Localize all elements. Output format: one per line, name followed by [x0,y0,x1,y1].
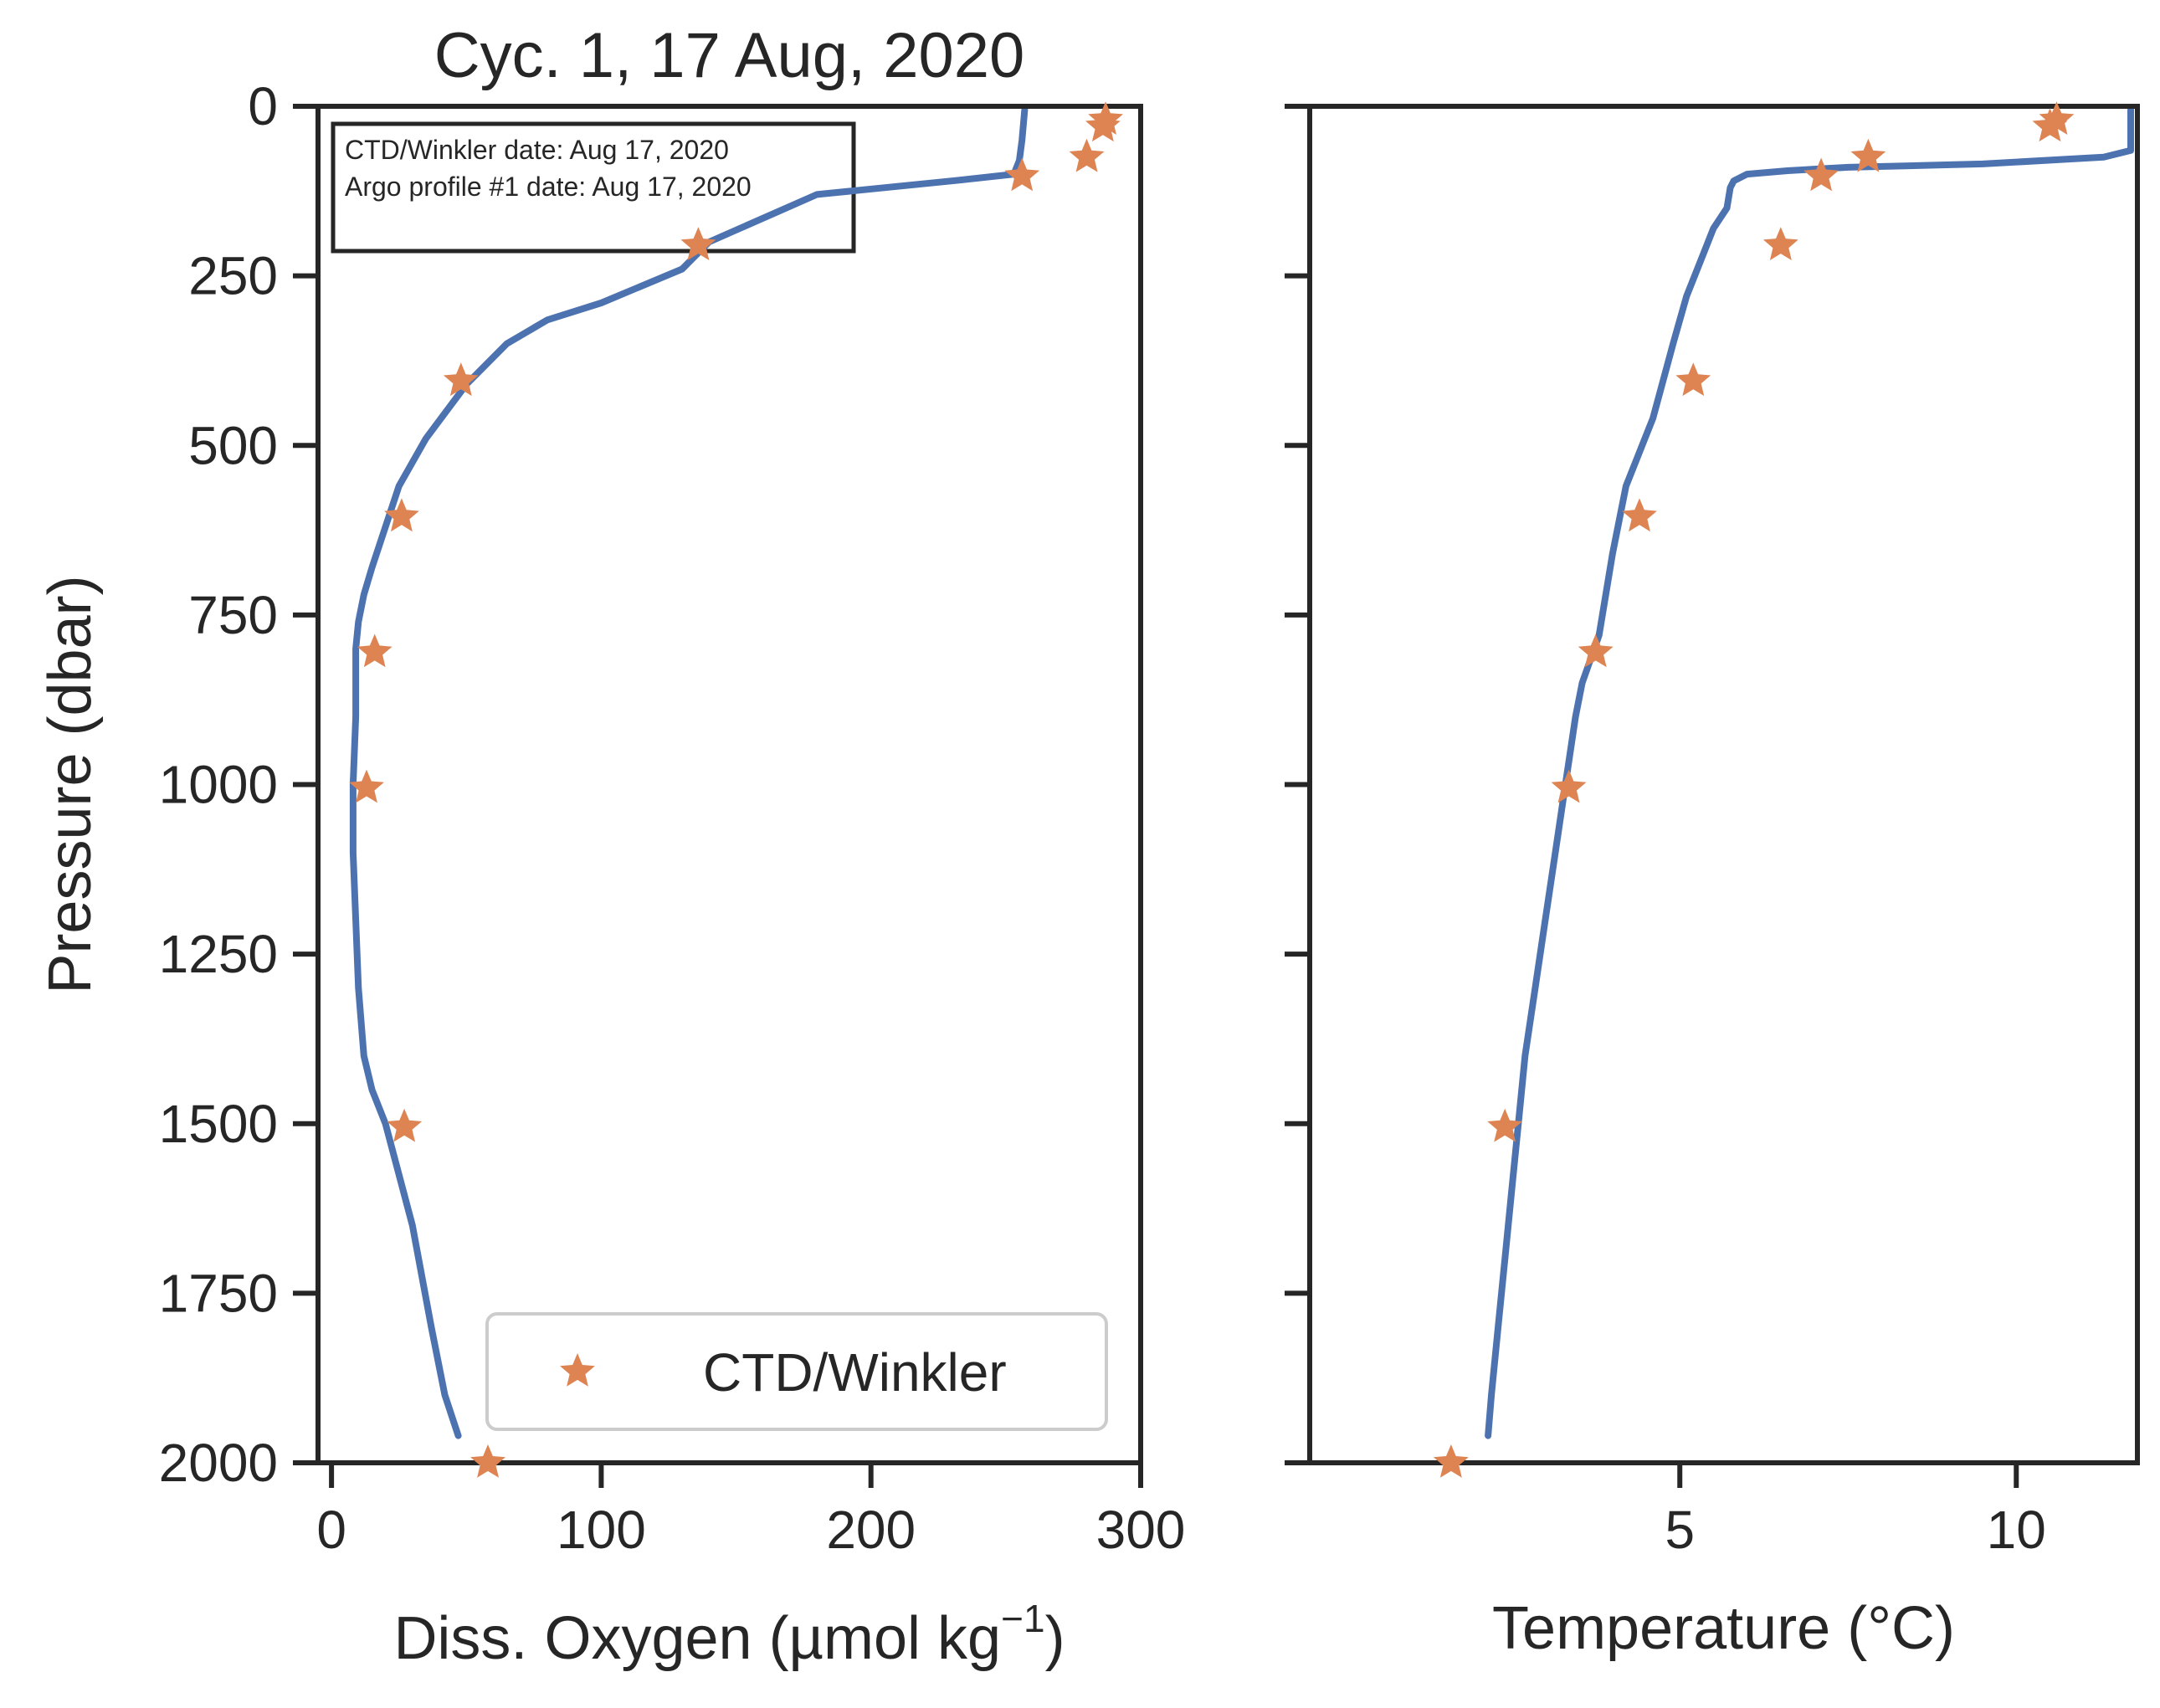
panel-0-y-tick-label: 250 [188,246,278,306]
panel-1-x-tick-label: 5 [1665,1500,1695,1560]
panel-0-y-tick-label: 1750 [159,1263,278,1323]
panel-1-x-tick-label: 10 [1987,1500,2046,1560]
panel-0-x-tick-label: 0 [316,1500,346,1560]
panel-0-winkler-star-marker [349,769,384,803]
annotation-line-argo-date: Argo profile #1 date: Aug 17, 2020 [345,172,752,202]
legend-frame [485,1312,1108,1431]
panel-0-winkler-star-marker [384,498,419,532]
annotation-frame [331,121,856,254]
panel-0-winkler-star-marker [443,362,479,397]
x-axis-label-main: Diss. Oxygen (µmol kg [393,1605,1001,1672]
panel-1-axes-frame [1307,104,2140,1465]
panel-0-y-tick-label: 1000 [159,755,278,815]
panel-1-argo-profile-line [1485,106,2134,1439]
legend-star-marker-icon [560,1353,595,1387]
panel-1-winkler-star-marker [1762,227,1798,260]
panel-0-y-tick-label: 1250 [159,924,278,984]
panel-1-winkler-star-marker [1487,1108,1523,1142]
panel-0-winkler-star-marker [387,1108,423,1142]
panel-1-winkler-star-marker [1551,769,1587,803]
x-axis-label-close: ) [1045,1605,1065,1672]
left-y-axis-label: Pressure (dbar) [37,575,104,993]
panel-0-x-tick-label: 300 [1096,1500,1186,1560]
panel-0-x-tick-label: 100 [557,1500,646,1560]
right-x-axis-label: Temperature (°C) [1492,1595,1955,1662]
panel-1-winkler-star-marker [2032,108,2068,142]
left-panel-title: Cyc. 1, 17 Aug, 2020 [434,20,1025,91]
panel-0-winkler-star-marker [1004,157,1040,192]
panel-0-argo-profile-line [349,106,1029,1439]
left-x-axis-label: Diss. Oxygen (µmol kg−1) [393,1597,1065,1672]
panel-0-winkler-star-marker [680,227,716,260]
chart-marks: 0 250 500 750 1000 1250 1500 1750 2000 0 100 200 300… [159,76,2140,1560]
panel-0-winkler-star-marker [1085,108,1121,142]
legend-entry-ctd-winkler: CTD/Winkler [703,1342,1007,1403]
panel-1-winkler-star-marker [1850,138,1886,172]
panel-0-x-tick-label: 200 [826,1500,916,1560]
panel-0-y-tick-label: 500 [188,415,278,475]
panel-1-winkler-star-marker [1433,1444,1469,1478]
panel-0-y-tick-label: 2000 [159,1433,278,1493]
panel-0-y-tick-label: 750 [188,585,278,645]
legend: CTD/Winkler [485,1312,1108,1431]
date-annotation-box: CTD/Winkler date: Aug 17, 2020 Argo prof… [331,121,856,254]
panel-1-winkler-star-marker [1803,157,1839,192]
panel-0-y-tick-label: 0 [248,76,278,136]
panel-0-winkler-star-marker [470,1444,505,1478]
panel-1-winkler-star-marker [1675,362,1711,397]
x-axis-label-superscript: −1 [1001,1597,1044,1640]
panel-0-winkler-star-marker [357,633,392,668]
panel-0-y-tick-label: 1500 [159,1094,278,1154]
annotation-line-ctd-date: CTD/Winkler date: Aug 17, 2020 [345,135,729,165]
panel-1-winkler-star-marker [1622,498,1657,532]
panel-1-winkler-star-marker [1578,633,1614,668]
panel-0-axes-frame [316,104,1143,1465]
panel-0-winkler-star-marker [1069,138,1105,172]
